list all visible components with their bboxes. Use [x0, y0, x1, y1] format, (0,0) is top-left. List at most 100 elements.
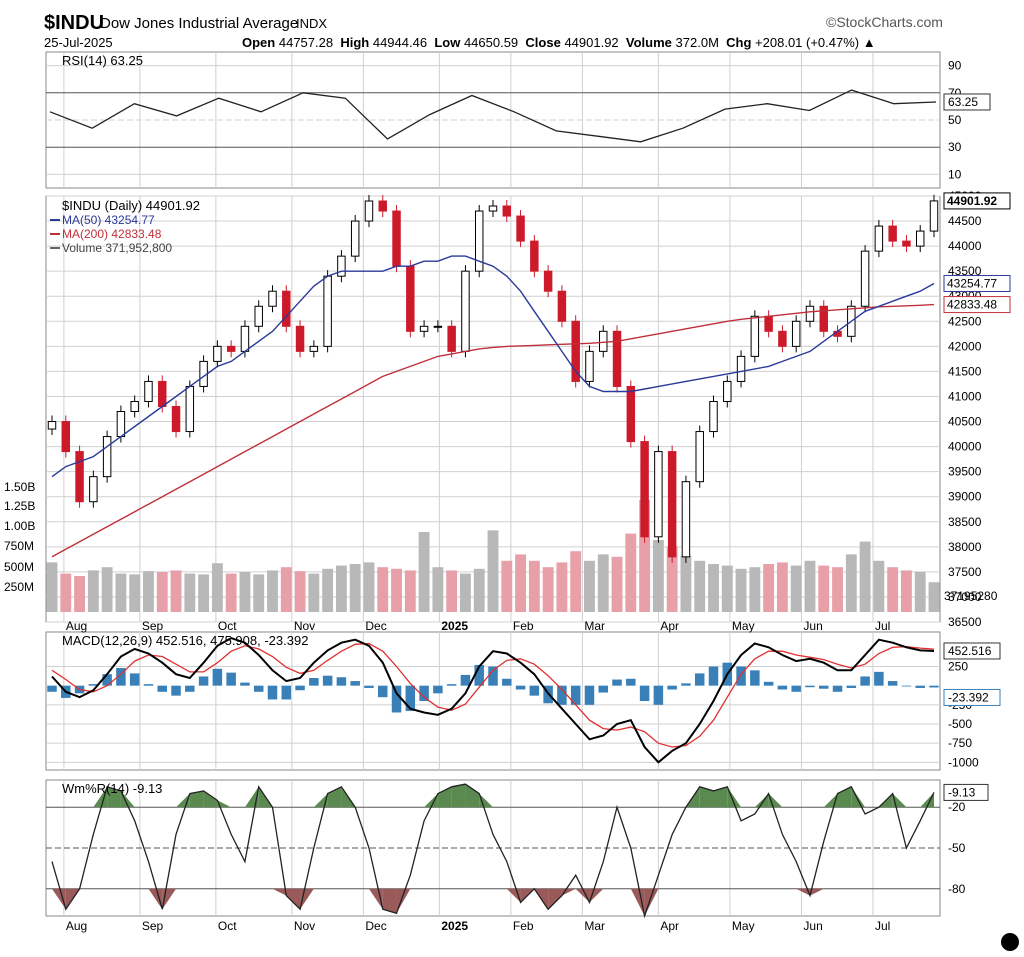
volume-bar	[129, 574, 141, 612]
macd-histogram-bar	[391, 685, 402, 713]
volume-bar	[87, 570, 99, 612]
candle-body	[599, 330, 608, 352]
candle-body	[585, 350, 594, 382]
candle-body	[543, 270, 553, 292]
volume-bar	[625, 533, 637, 612]
price-tick-label: 42000	[948, 339, 982, 353]
macd-hist-last-label: -23.392	[948, 690, 989, 704]
wr-tick-label: -80	[948, 882, 966, 896]
macd-histogram-bar	[143, 684, 154, 686]
volume-bar	[515, 554, 526, 612]
price-tick-label: 41500	[948, 364, 982, 378]
wr-oversold-fill	[809, 888, 824, 896]
month-tick-label: Aug	[66, 919, 87, 933]
price-tick-label: 39000	[948, 490, 982, 504]
volume-bar	[170, 570, 182, 612]
wr-tick-label: -50	[948, 841, 966, 855]
month-tick-label: Mar	[584, 619, 605, 633]
candle-body	[723, 380, 732, 402]
macd-histogram-bar	[763, 681, 774, 686]
volume-bar	[363, 562, 375, 612]
candle-body	[488, 205, 498, 212]
macd-histogram-bar	[653, 685, 664, 705]
high-value: 44944.46	[372, 35, 428, 50]
macd-last-label: 452.516	[948, 644, 992, 658]
candle-body	[695, 431, 704, 483]
wr-oversold-fill	[548, 888, 562, 910]
month-tick-label: Dec	[365, 919, 386, 933]
macd-tick-label: -1000	[948, 755, 979, 769]
macd-histogram-bar	[584, 685, 595, 705]
volume-bar	[845, 554, 857, 612]
volume-bar	[267, 570, 278, 612]
volume-bar	[280, 567, 292, 612]
macd-histogram-bar	[708, 666, 719, 686]
open-label: Open	[242, 35, 276, 50]
volume-bar	[763, 564, 775, 612]
month-tick-label: Oct	[218, 919, 237, 933]
volume-bar	[473, 568, 485, 612]
candle-body	[557, 290, 567, 322]
wr-overbought-fill	[203, 790, 218, 808]
macd-histogram-bar	[129, 673, 140, 686]
volume-bar	[708, 564, 719, 612]
price-tick-label: 39500	[948, 465, 982, 479]
wr-overbought-fill	[465, 784, 480, 808]
macd-histogram-bar	[47, 685, 57, 692]
macd-histogram-bar	[212, 668, 223, 686]
macd-histogram-bar	[185, 685, 195, 692]
macd-histogram-bar	[846, 685, 857, 688]
wr-last-box	[943, 783, 989, 801]
macd-histogram-bar	[116, 668, 126, 686]
candle-body	[130, 400, 139, 413]
volume-bar	[790, 565, 802, 612]
candle-body	[144, 380, 153, 402]
month-tick-label: Dec	[365, 619, 386, 633]
month-tick-label: Apr	[660, 919, 679, 933]
wr-line	[51, 783, 935, 919]
macd-histogram-bar	[860, 676, 870, 686]
month-tick-label: Jul	[875, 919, 890, 933]
volume-bar	[859, 541, 871, 612]
wr-oversold-fill	[630, 888, 645, 916]
macd-histogram-bar	[309, 678, 319, 686]
macd-last-box	[943, 642, 1001, 660]
price-legend-entry: MA(200) 42833.48	[62, 227, 162, 241]
candle-body	[350, 220, 360, 257]
macd-histogram-bar	[819, 685, 829, 689]
month-tick-label: Jun	[803, 919, 822, 933]
month-tick-label: 2025	[441, 919, 468, 933]
candle-body	[681, 481, 691, 558]
black-dot-icon	[1001, 933, 1019, 951]
wr-panel-title: Wm%R(14) -9.13	[62, 781, 162, 796]
macd-histogram-bar	[171, 685, 181, 696]
candle-body	[337, 255, 346, 277]
candle-body	[461, 270, 470, 352]
volume-bar	[914, 572, 926, 612]
stockcharts-logo[interactable]: ©StockCharts.com	[826, 14, 943, 30]
wr-oversold-fill	[148, 888, 163, 910]
candle-body	[171, 405, 181, 433]
rsi-last-box	[943, 93, 991, 111]
macd-histogram-bar	[626, 678, 636, 686]
volume-bar	[294, 571, 306, 612]
macd-histogram-bar	[281, 685, 292, 700]
ma200-last-label: 42833.48	[947, 298, 997, 312]
macd-histogram-bar	[378, 685, 388, 698]
candle-body	[323, 275, 332, 347]
candle-body	[419, 325, 429, 332]
macd-histogram-bar	[736, 666, 746, 686]
close-last-label-box	[943, 192, 1011, 210]
wr-overbought-fill	[313, 793, 328, 808]
volume-tick-label: 1.00B	[4, 519, 35, 533]
macd-histogram-bar	[832, 685, 843, 692]
macd-histogram-bar	[570, 685, 581, 705]
low-value: 44650.59	[463, 35, 519, 50]
macd-histogram-bar	[295, 685, 305, 691]
price-tick-label: 41000	[948, 389, 982, 403]
month-tick-label: Nov	[294, 619, 315, 633]
ma50-last-label-box	[943, 274, 1011, 292]
macd-histogram-bar	[350, 681, 360, 686]
high-label: High	[340, 35, 370, 50]
rsi-last-label: 63.25	[948, 95, 978, 109]
